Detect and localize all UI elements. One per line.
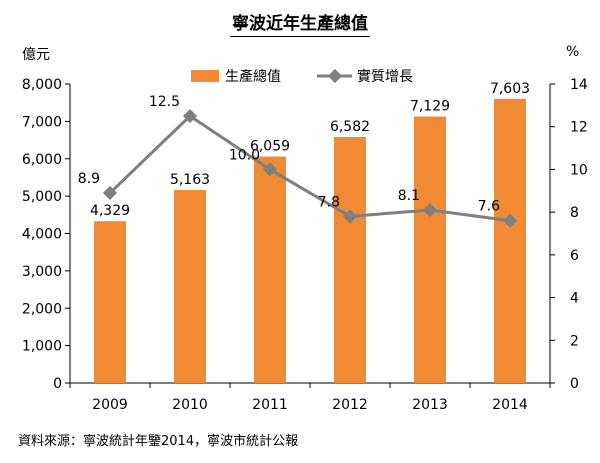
growth-value-label: 7.6 <box>478 199 500 215</box>
x-tick-label: 2010 <box>172 397 208 413</box>
x-tick-label: 2013 <box>412 397 448 413</box>
bar <box>494 98 526 383</box>
left-tick-label: 3,000 <box>22 264 62 280</box>
right-tick-label: 0 <box>570 376 579 392</box>
growth-value-label: 8.1 <box>398 188 420 204</box>
right-tick-label: 12 <box>570 120 588 136</box>
bar <box>254 156 286 383</box>
left-tick-label: 8,000 <box>22 77 62 93</box>
growth-point <box>422 202 438 218</box>
growth-line <box>108 114 511 223</box>
left-tick-label: 1,000 <box>22 339 62 355</box>
left-tick-label: 6,000 <box>22 152 62 168</box>
x-tick-label: 2011 <box>252 397 288 413</box>
bar-value-label: 7,603 <box>490 81 530 97</box>
bar-value-label: 4,329 <box>90 203 130 219</box>
x-tick-label: 2009 <box>92 397 128 413</box>
right-tick-label: 8 <box>570 205 579 221</box>
right-tick-label: 6 <box>570 248 579 264</box>
left-axis-unit: 億元 <box>22 47 50 63</box>
growth-point <box>262 162 278 177</box>
right-tick-label: 2 <box>570 333 579 349</box>
left-tick-label: 0 <box>53 376 62 392</box>
right-axis-unit: % <box>566 44 580 60</box>
legend-bar-label: 生產總值 <box>225 68 281 85</box>
growth-point <box>502 213 518 228</box>
bar <box>94 221 126 383</box>
right-tick-label: 10 <box>570 162 588 178</box>
bar-value-label: 7,129 <box>410 99 450 115</box>
right-tick-label: 4 <box>570 291 579 307</box>
left-tick-label: 7,000 <box>22 114 62 130</box>
bar <box>174 190 206 383</box>
legend-line-marker <box>327 68 343 84</box>
legend-bar-swatch <box>191 70 219 82</box>
chart-title-wrap: 寧波近年生產總值 <box>0 9 600 37</box>
right-tick-label: 14 <box>570 77 588 93</box>
left-tick-label: 2,000 <box>22 301 62 317</box>
x-tick-label: 2012 <box>332 397 368 413</box>
growth-point <box>342 209 358 224</box>
chart-title: 寧波近年生產總值 <box>230 9 370 37</box>
growth-value-label: 7.8 <box>318 194 340 210</box>
growth-value-label: 8.9 <box>78 171 100 187</box>
growth-value-label: 10.0 <box>229 147 260 163</box>
bar <box>334 136 366 383</box>
left-tick-label: 5,000 <box>22 189 62 205</box>
bar <box>414 116 446 384</box>
bar-value-label: 6,059 <box>250 139 290 155</box>
growth-value-label: 12.5 <box>149 94 180 110</box>
source-note: 資料來源：寧波統計年鑒2014，寧波市統計公報 <box>18 434 299 449</box>
bar-value-label: 5,163 <box>170 172 210 188</box>
bar-value-label: 6,582 <box>330 119 370 135</box>
left-tick-label: 4,000 <box>22 227 62 243</box>
x-tick-label: 2014 <box>492 397 528 413</box>
legend-line-label: 實質增長 <box>357 68 413 85</box>
